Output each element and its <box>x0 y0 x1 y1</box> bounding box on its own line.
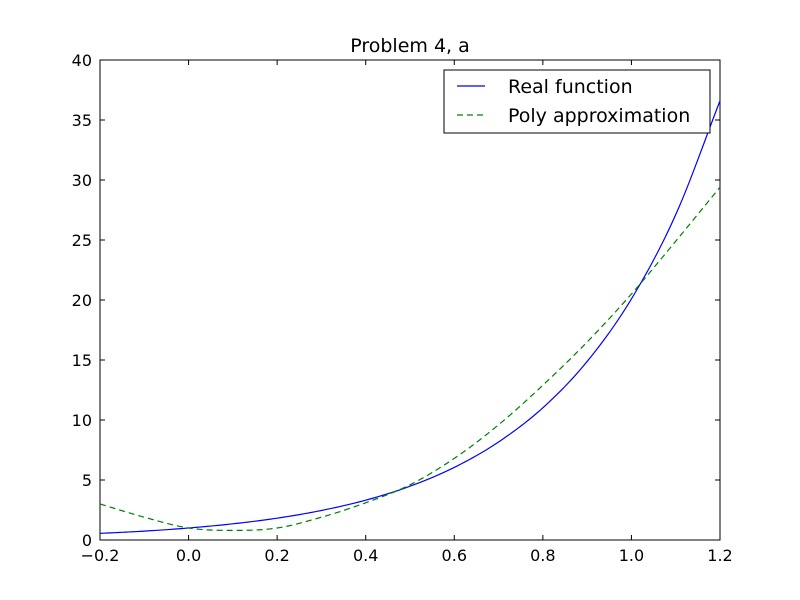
chart-title: Problem 4, a <box>350 35 470 57</box>
series-layer <box>99 100 721 534</box>
series-line-real-function <box>99 100 721 534</box>
legend-label-real-function: Real function <box>508 76 633 98</box>
y-tick-label: 25 <box>72 231 92 250</box>
x-tick-label: 1.2 <box>707 546 732 565</box>
y-tick-label: 5 <box>82 471 92 490</box>
y-tick-label: 35 <box>72 111 92 130</box>
y-tick-label: 15 <box>72 351 92 370</box>
x-axis: −0.2 0.0 0.2 0.4 0.6 0.8 1.0 1.2 <box>81 60 733 565</box>
x-tick-label: 0.2 <box>264 546 289 565</box>
legend: Real function Poly approximation <box>443 69 711 134</box>
x-tick-label: −0.2 <box>81 546 120 565</box>
x-tick-label: 0.8 <box>530 546 555 565</box>
x-tick-label: 0.0 <box>176 546 201 565</box>
legend-label-poly-approximation: Poly approximation <box>508 105 690 127</box>
y-axis: 0 5 10 15 20 25 30 35 40 <box>72 51 720 550</box>
x-tick-label: 0.6 <box>442 546 467 565</box>
y-tick-label: 10 <box>72 411 92 430</box>
plot-frame <box>99 59 721 541</box>
y-tick-label: 20 <box>72 291 92 310</box>
y-tick-label: 30 <box>72 171 92 190</box>
plot-area <box>99 59 721 541</box>
x-tick-label: 1.0 <box>619 546 644 565</box>
y-tick-label: 40 <box>72 51 92 70</box>
series-line-poly-approximation <box>99 186 721 532</box>
x-tick-label: 0.4 <box>353 546 378 565</box>
legend-box <box>443 69 711 134</box>
y-tick-label: 0 <box>82 531 92 550</box>
